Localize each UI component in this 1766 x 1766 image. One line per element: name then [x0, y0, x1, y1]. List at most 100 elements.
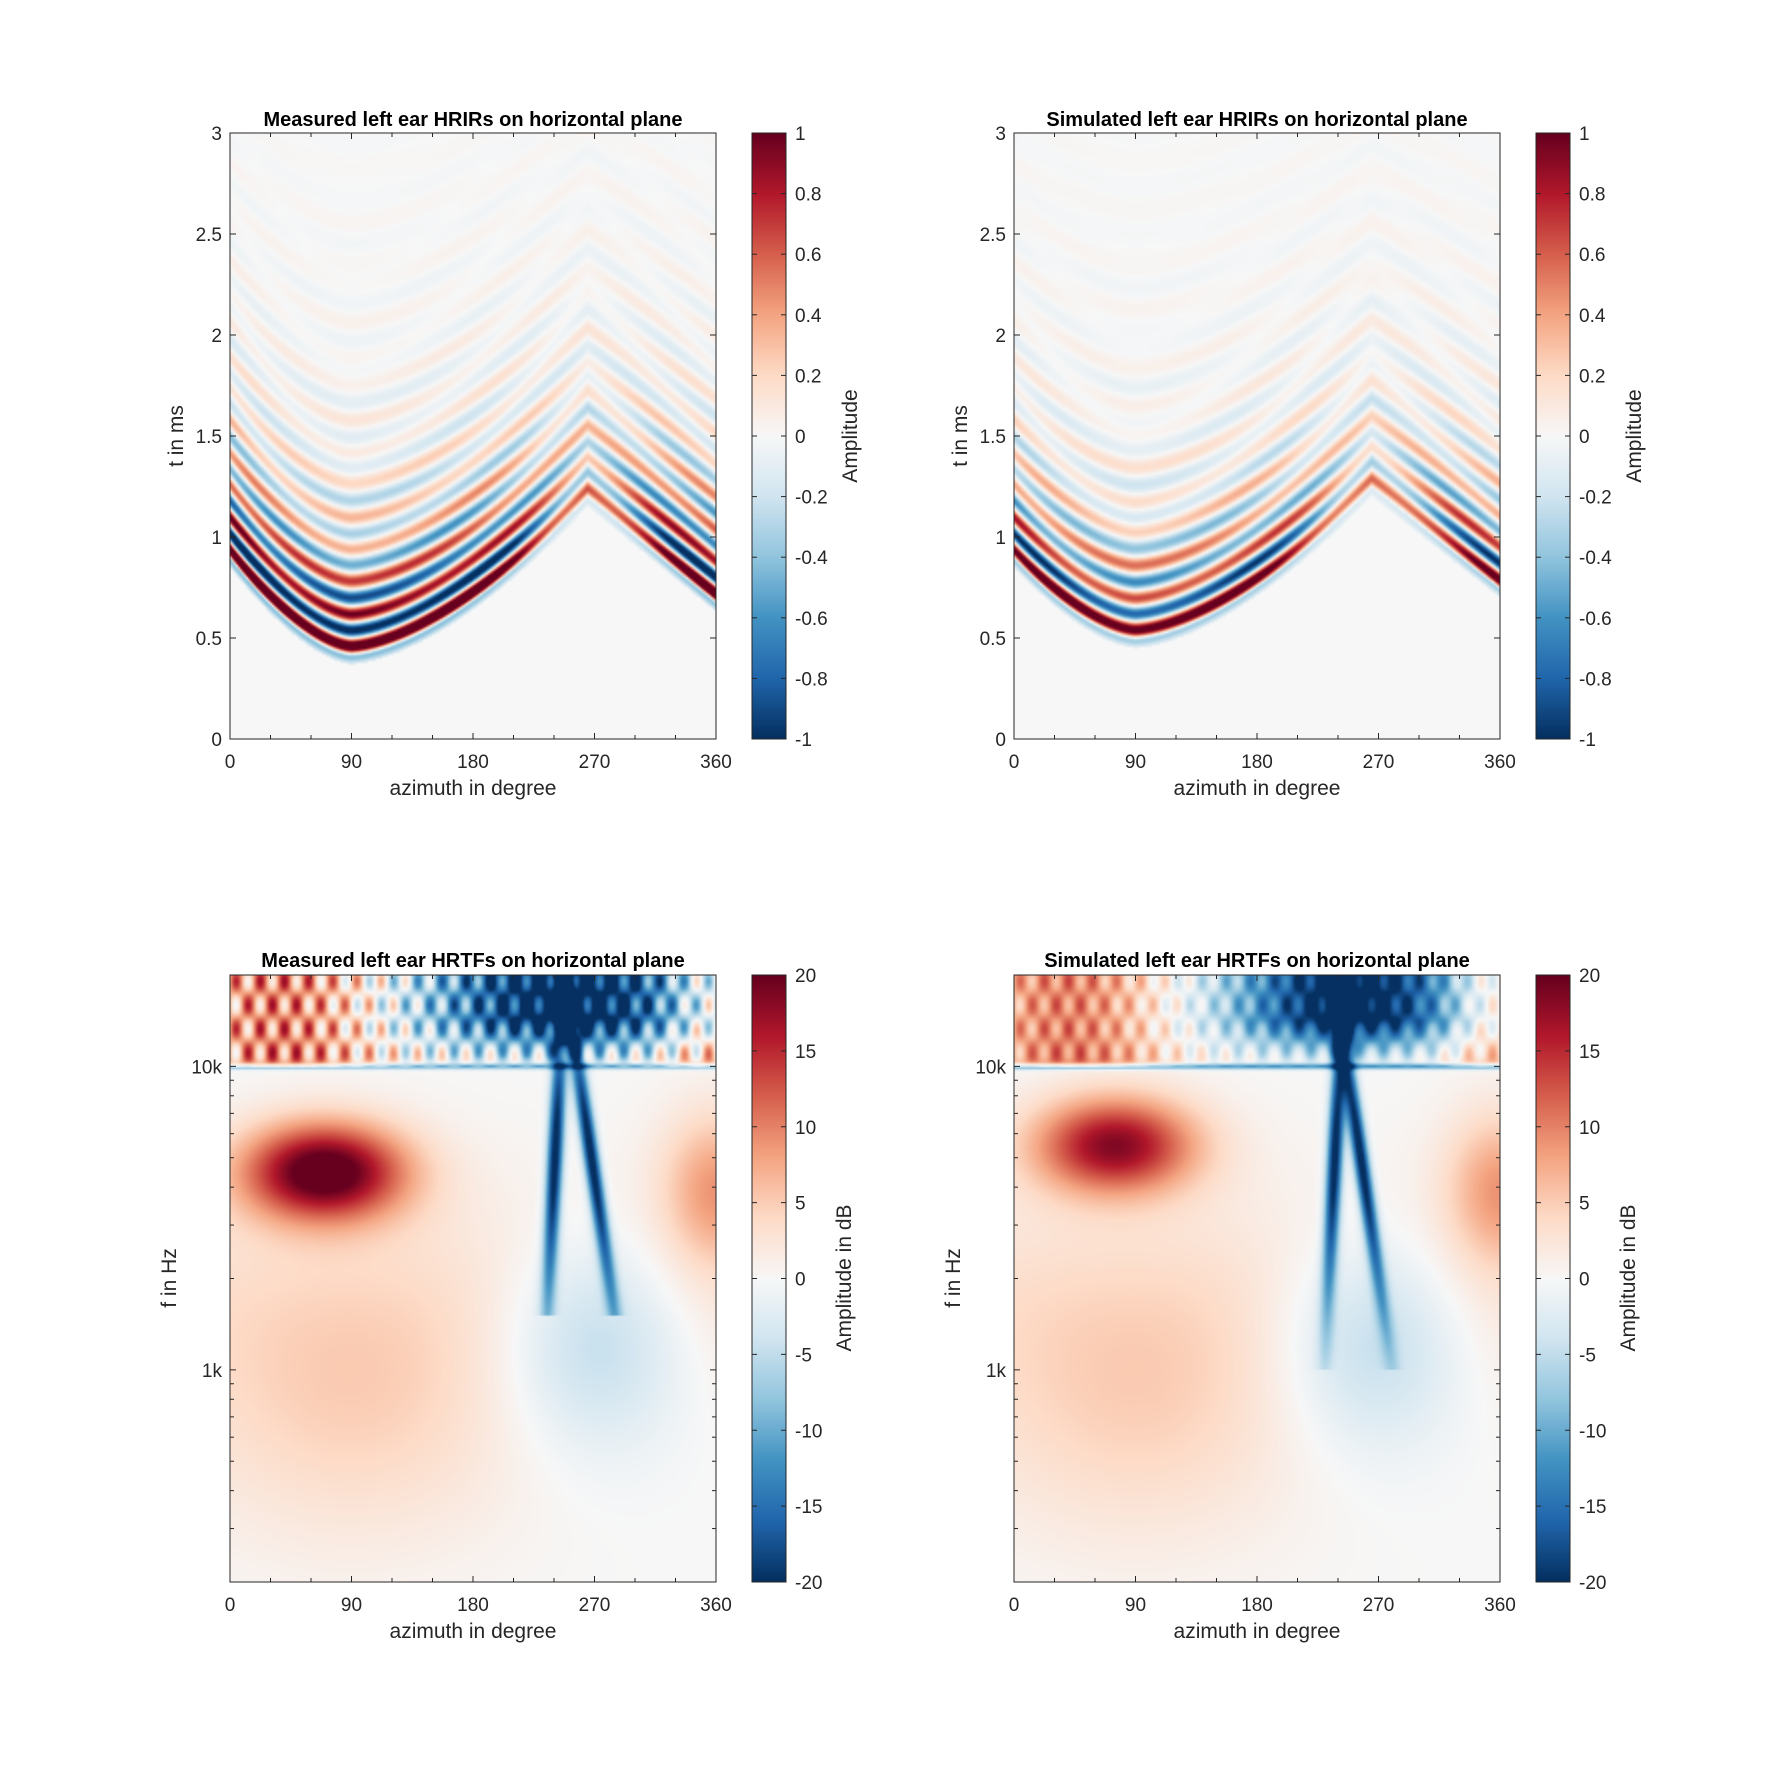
panel-title: Measured left ear HRTFs on horizontal pl…: [261, 950, 684, 972]
y-tick-label: 1.5: [980, 427, 1006, 448]
colorbar-tick-label: 1: [1579, 124, 1590, 145]
y-tick-label: 2: [211, 326, 222, 347]
colorbar-tick-label: 0: [1579, 1270, 1590, 1291]
y-ticks: 0 0.5 1 1.5 2 2.5 3: [196, 124, 716, 751]
x-tick-label: 360: [1484, 1595, 1516, 1616]
x-ticks: 0 90 180 270 360: [1009, 133, 1516, 773]
x-axis-label: azimuth in degree: [1174, 1620, 1341, 1643]
colorbar-tick-label: 0.8: [795, 185, 821, 206]
colorbar-tick-label: -1: [1579, 730, 1596, 751]
colorbar-label: Amplitude in dB: [833, 1204, 856, 1351]
x-tick-label: 270: [579, 752, 611, 773]
colorbar-tick-label: -15: [795, 1497, 822, 1518]
colorbar-tick-label: 0.6: [795, 245, 821, 266]
colorbar-ticks: -1 -0.8 -0.6 -0.4 -0.2 0 0.2 0.4 0.6 0.8 1: [752, 124, 828, 751]
y-tick-label: 1k: [202, 1361, 223, 1382]
y-axis-label: t in ms: [165, 405, 188, 467]
panel-simulated-hrir: Simulated left ear HRIRs on horizontal p…: [949, 109, 1646, 800]
colorbar-ticks: -20 -15 -10 -5 0 5 10 15 20: [752, 966, 822, 1594]
x-tick-label: 0: [1009, 752, 1020, 773]
panel-title: Measured left ear HRIRs on horizontal pl…: [264, 109, 683, 131]
colorbar-tick-label: -15: [1579, 1497, 1606, 1518]
y-tick-label: 1k: [986, 1361, 1007, 1382]
x-tick-label: 270: [1363, 1595, 1395, 1616]
heatmap-image: [1014, 133, 1500, 739]
y-tick-label: 1: [995, 528, 1006, 549]
colorbar-image: [752, 133, 786, 739]
y-ticks: 1k 10k: [191, 974, 716, 1530]
x-tick-label: 270: [579, 1595, 611, 1616]
x-ticks: 0 90 180 270 360: [225, 975, 732, 1616]
colorbar-tick-label: 0: [795, 1270, 806, 1291]
panel-measured-hrir: Measured left ear HRIRs on horizontal pl…: [165, 109, 862, 800]
colorbar-image: [752, 975, 786, 1582]
y-axis-label: f in Hz: [158, 1248, 181, 1308]
y-tick-label: 10k: [975, 1057, 1006, 1078]
x-tick-label: 360: [1484, 752, 1516, 773]
colorbar-tick-label: 5: [1579, 1194, 1590, 1215]
colorbar-tick-label: -1: [795, 730, 812, 751]
colorbar-tick-label: 0.6: [1579, 245, 1605, 266]
y-tick-label: 10k: [191, 1057, 222, 1078]
x-ticks: 0 90 180 270 360: [225, 133, 732, 773]
colorbar-tick-label: 15: [1579, 1042, 1600, 1063]
colorbar-tick-label: 0: [1579, 427, 1590, 448]
x-tick-label: 180: [1241, 752, 1273, 773]
y-ticks: 0 0.5 1 1.5 2 2.5 3: [980, 124, 1500, 751]
colorbar-ticks: -20 -15 -10 -5 0 5 10 15 20: [1536, 966, 1606, 1594]
x-tick-label: 360: [700, 752, 732, 773]
y-tick-label: 0.5: [196, 629, 222, 650]
heatmap-image: [230, 133, 716, 739]
y-ticks: 1k 10k: [975, 974, 1500, 1530]
colorbar-tick-label: 20: [795, 966, 816, 987]
x-axis-label: azimuth in degree: [390, 777, 557, 800]
colorbar-tick-label: -0.6: [795, 609, 828, 630]
x-tick-label: 90: [341, 1595, 362, 1616]
colorbar-image: [1536, 975, 1570, 1582]
x-tick-label: 90: [1125, 1595, 1146, 1616]
colorbar-tick-label: -20: [795, 1573, 822, 1594]
colorbar-image: [1536, 133, 1570, 739]
colorbar-tick-label: 0.4: [1579, 306, 1606, 327]
y-tick-label: 2.5: [196, 225, 222, 246]
y-axis-label: f in Hz: [942, 1248, 965, 1308]
colorbar-tick-label: -0.8: [1579, 669, 1612, 690]
y-tick-label: 0: [211, 730, 222, 751]
panel-simulated-hrtf: Simulated left ear HRTFs on horizontal p…: [942, 950, 1640, 1643]
x-tick-label: 360: [700, 1595, 732, 1616]
colorbar-tick-label: -0.4: [1579, 548, 1612, 569]
colorbar-tick-label: 0.4: [795, 306, 822, 327]
colorbar-tick-label: 10: [1579, 1118, 1600, 1139]
colorbar-tick-label: 15: [795, 1042, 816, 1063]
panel-title: Simulated left ear HRTFs on horizontal p…: [1044, 950, 1470, 972]
colorbar-tick-label: -5: [1579, 1345, 1596, 1366]
x-tick-label: 90: [1125, 752, 1146, 773]
colorbar-label: Amplitude: [839, 389, 862, 482]
colorbar-tick-label: 20: [1579, 966, 1600, 987]
colorbar-tick-label: 0: [795, 427, 806, 448]
colorbar-ticks: -1 -0.8 -0.6 -0.4 -0.2 0 0.2 0.4 0.6 0.8 1: [1536, 124, 1612, 751]
x-tick-label: 90: [341, 752, 362, 773]
y-tick-label: 2: [995, 326, 1006, 347]
x-tick-label: 0: [225, 1595, 236, 1616]
colorbar-tick-label: 1: [795, 124, 806, 145]
y-axis-label: t in ms: [949, 405, 972, 467]
panel-measured-hrtf: Measured left ear HRTFs on horizontal pl…: [158, 950, 856, 1643]
colorbar-tick-label: 0.8: [1579, 185, 1605, 206]
x-tick-label: 0: [225, 752, 236, 773]
x-ticks: 0 90 180 270 360: [1009, 975, 1516, 1616]
x-axis-label: azimuth in degree: [1174, 777, 1341, 800]
x-tick-label: 180: [1241, 1595, 1273, 1616]
y-tick-label: 3: [211, 124, 222, 145]
panel-title: Simulated left ear HRIRs on horizontal p…: [1046, 109, 1467, 131]
y-tick-label: 1: [211, 528, 222, 549]
heatmap-image: [230, 975, 716, 1582]
colorbar-tick-label: 0.2: [795, 366, 821, 387]
colorbar-tick-label: 5: [795, 1194, 806, 1215]
colorbar-tick-label: -0.8: [795, 669, 828, 690]
colorbar-tick-label: 0.2: [1579, 366, 1605, 387]
colorbar-tick-label: -20: [1579, 1573, 1606, 1594]
colorbar-tick-label: -5: [795, 1345, 812, 1366]
x-tick-label: 180: [457, 752, 489, 773]
